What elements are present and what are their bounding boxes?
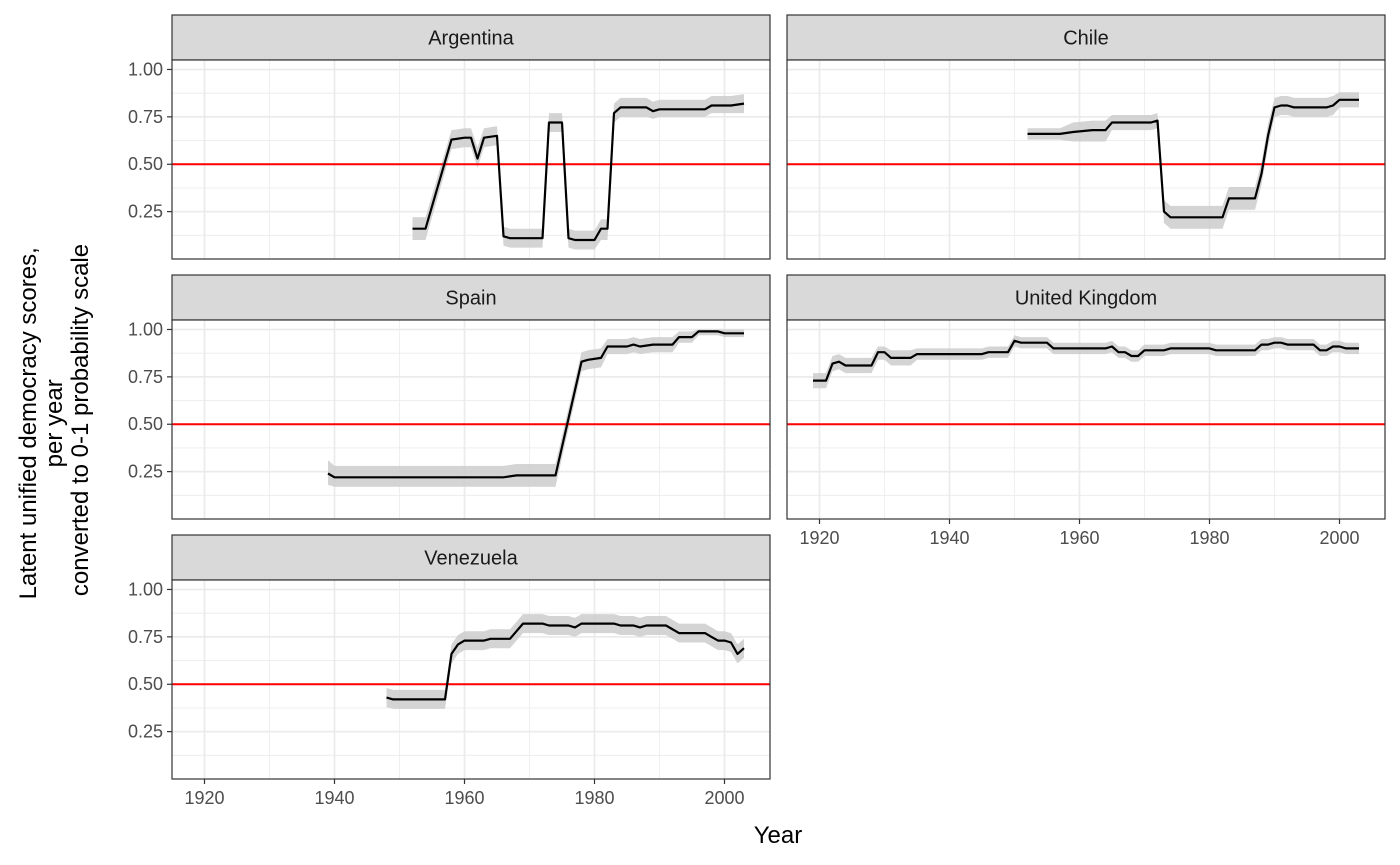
y-tick-label: 0.75	[128, 107, 163, 127]
series-line-chile	[1027, 98, 1359, 219]
panel-chile: Chile	[786, 14, 1386, 260]
y-tick-label: 0.50	[128, 414, 163, 434]
series-line-argentina	[412, 102, 745, 242]
strip-spain	[171, 274, 771, 321]
y-tick-label: 1.00	[128, 579, 163, 599]
series-line-united-kingdom	[813, 339, 1359, 382]
panel-border-spain	[171, 319, 771, 520]
confidence-band-united-kingdom	[813, 335, 1359, 389]
panel-border-chile	[786, 59, 1386, 260]
y-tick-label: 1.00	[128, 59, 163, 79]
y-tick-label: 0.75	[128, 367, 163, 387]
confidence-band-spain	[328, 329, 744, 487]
strip-label-chile: Chile	[1063, 28, 1109, 50]
plot-area-chile	[787, 60, 1385, 259]
panel-united-kingdom: United Kingdom	[786, 274, 1386, 520]
strip-united-kingdom	[786, 274, 1386, 321]
panel-border-venezuela	[171, 579, 771, 780]
x-tick-label: 1980	[1189, 528, 1229, 548]
plot-area-argentina	[172, 60, 770, 259]
x-tick-label: 1940	[929, 528, 969, 548]
x-axis-venezuela: 1920 1940 1960 1980 2000	[184, 779, 745, 808]
x-axis-united-kingdom: 1920 1940 1960 1980 2000	[799, 519, 1360, 548]
x-axes: 1920 1940 1960 1980 2000 1920 1940 1960 1980 2000	[184, 519, 1360, 808]
x-tick-label: 1920	[184, 788, 224, 808]
y-tick-label: 0.25	[128, 722, 163, 742]
panel-spain: Spain 0.25 0.50 0.75 1.00	[128, 274, 771, 520]
strip-label-spain: Spain	[445, 288, 496, 310]
y-axis-title-line-2: per year	[41, 379, 68, 467]
x-tick-label: 2000	[1319, 528, 1359, 548]
confidence-band-argentina	[412, 94, 744, 250]
y-tick-label: 0.25	[128, 462, 163, 482]
y-tick-label: 1.00	[128, 319, 163, 339]
y-axis-title-line-1: Latent unified democracy scores,	[15, 247, 42, 599]
series-line-venezuela	[386, 622, 745, 701]
x-tick-label: 1960	[444, 788, 484, 808]
y-tick-label: 0.75	[128, 627, 163, 647]
y-tick-label: 0.50	[128, 674, 163, 694]
y-tick-label: 0.25	[128, 202, 163, 222]
plot-area-venezuela	[172, 580, 770, 779]
y-axis-title-line-3: converted to 0-1 probability scale	[67, 244, 94, 596]
panel-venezuela: Venezuela 0.25 0.50 0.75 1.00	[128, 534, 771, 780]
x-tick-label: 1980	[574, 788, 614, 808]
plot-area-spain	[172, 320, 770, 519]
x-tick-label: 2000	[704, 788, 744, 808]
confidence-band-venezuela	[386, 614, 744, 709]
x-tick-label: 1960	[1059, 528, 1099, 548]
y-axis-title: Latent unified democracy scores, per yea…	[15, 241, 94, 600]
strip-argentina	[171, 14, 771, 61]
series-line-spain	[327, 330, 744, 479]
x-axis-title: Year	[754, 822, 803, 849]
panel-argentina: Argentina 0.25 0.50 0.75 1.00	[128, 14, 771, 260]
strip-chile	[786, 14, 1386, 61]
panel-border-argentina	[171, 59, 771, 260]
confidence-band-chile	[1027, 92, 1359, 229]
strip-venezuela	[171, 534, 771, 581]
x-tick-label: 1940	[314, 788, 354, 808]
strip-label-venezuela: Venezuela	[424, 548, 518, 570]
strip-label-argentina: Argentina	[428, 28, 514, 50]
strip-label-united-kingdom: United Kingdom	[1015, 288, 1157, 310]
panel-border-united-kingdom	[786, 319, 1386, 520]
facet-panels: Argentina 0.25 0.50 0.75 1.00 Chile Spain 0.25 0…	[128, 14, 1386, 780]
x-tick-label: 1920	[799, 528, 839, 548]
y-tick-label: 0.50	[128, 154, 163, 174]
